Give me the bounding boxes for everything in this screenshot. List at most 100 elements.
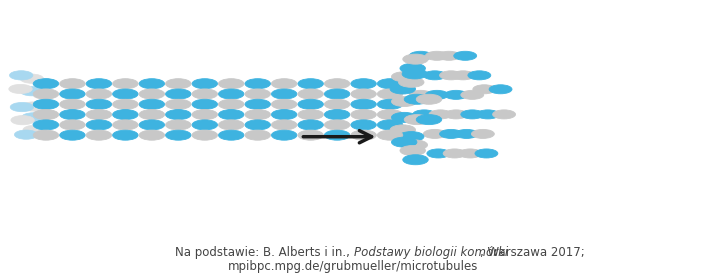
Circle shape — [33, 90, 57, 99]
Circle shape — [493, 110, 515, 119]
Circle shape — [325, 99, 350, 109]
Circle shape — [443, 149, 466, 158]
Circle shape — [403, 155, 428, 165]
Circle shape — [165, 79, 191, 89]
Circle shape — [351, 110, 376, 120]
Circle shape — [402, 140, 428, 150]
Circle shape — [139, 110, 165, 120]
Circle shape — [245, 120, 271, 130]
Circle shape — [378, 120, 403, 130]
Circle shape — [416, 94, 442, 104]
Circle shape — [271, 110, 297, 120]
Circle shape — [33, 89, 59, 99]
Circle shape — [245, 110, 271, 120]
Circle shape — [325, 79, 350, 89]
Circle shape — [165, 120, 191, 130]
Circle shape — [351, 120, 376, 130]
Circle shape — [468, 71, 491, 80]
Circle shape — [445, 110, 467, 119]
Circle shape — [218, 79, 244, 89]
Circle shape — [392, 137, 417, 147]
Circle shape — [378, 79, 403, 89]
Text: Podstawy biologii komórki: Podstawy biologii komórki — [354, 246, 508, 259]
Circle shape — [86, 120, 112, 130]
Circle shape — [192, 89, 218, 99]
Circle shape — [112, 89, 138, 99]
Circle shape — [325, 120, 350, 130]
Circle shape — [454, 51, 477, 60]
Circle shape — [9, 71, 33, 80]
Circle shape — [218, 99, 244, 109]
Circle shape — [59, 89, 85, 99]
Circle shape — [416, 115, 442, 125]
Circle shape — [402, 69, 428, 79]
Circle shape — [461, 110, 484, 119]
Circle shape — [59, 130, 85, 140]
Circle shape — [477, 110, 499, 119]
Circle shape — [423, 129, 446, 138]
Circle shape — [33, 130, 59, 140]
Circle shape — [33, 110, 59, 120]
Circle shape — [473, 85, 496, 94]
Circle shape — [392, 112, 417, 122]
Circle shape — [59, 99, 85, 109]
Circle shape — [21, 102, 45, 111]
Circle shape — [378, 110, 403, 120]
Circle shape — [392, 72, 417, 82]
Circle shape — [392, 97, 417, 107]
Circle shape — [400, 63, 426, 73]
Circle shape — [33, 78, 57, 88]
Circle shape — [426, 90, 448, 99]
Circle shape — [378, 89, 403, 99]
Circle shape — [139, 99, 165, 109]
Circle shape — [33, 120, 57, 129]
Circle shape — [86, 79, 112, 89]
Circle shape — [399, 77, 424, 87]
Circle shape — [112, 130, 138, 140]
Circle shape — [429, 110, 452, 119]
Circle shape — [271, 130, 297, 140]
Circle shape — [378, 99, 403, 109]
Circle shape — [59, 110, 85, 120]
Circle shape — [378, 130, 403, 140]
Circle shape — [59, 120, 85, 130]
Circle shape — [112, 110, 138, 120]
Circle shape — [298, 99, 323, 109]
Circle shape — [325, 89, 350, 99]
Circle shape — [271, 79, 297, 89]
Circle shape — [489, 85, 512, 94]
Circle shape — [245, 89, 271, 99]
Circle shape — [271, 120, 297, 130]
Circle shape — [165, 110, 191, 120]
Circle shape — [390, 84, 416, 94]
Circle shape — [475, 149, 498, 158]
Circle shape — [218, 120, 244, 130]
Circle shape — [445, 90, 467, 99]
Circle shape — [86, 89, 112, 99]
Circle shape — [8, 84, 33, 93]
Circle shape — [112, 120, 138, 130]
Circle shape — [33, 120, 59, 130]
Circle shape — [11, 116, 35, 125]
Circle shape — [404, 94, 430, 104]
Circle shape — [112, 79, 138, 89]
Circle shape — [33, 99, 59, 109]
Circle shape — [271, 89, 297, 99]
Circle shape — [192, 79, 218, 89]
Circle shape — [271, 99, 297, 109]
Circle shape — [23, 125, 47, 134]
Circle shape — [192, 110, 218, 120]
Circle shape — [409, 51, 432, 60]
Circle shape — [351, 99, 376, 109]
Circle shape — [192, 120, 218, 130]
Circle shape — [351, 130, 376, 140]
Circle shape — [472, 129, 494, 138]
Circle shape — [59, 79, 85, 89]
Circle shape — [165, 99, 191, 109]
Circle shape — [325, 110, 350, 120]
Circle shape — [423, 71, 446, 80]
Circle shape — [298, 130, 323, 140]
Circle shape — [298, 79, 323, 89]
Circle shape — [459, 149, 481, 158]
Circle shape — [139, 89, 165, 99]
